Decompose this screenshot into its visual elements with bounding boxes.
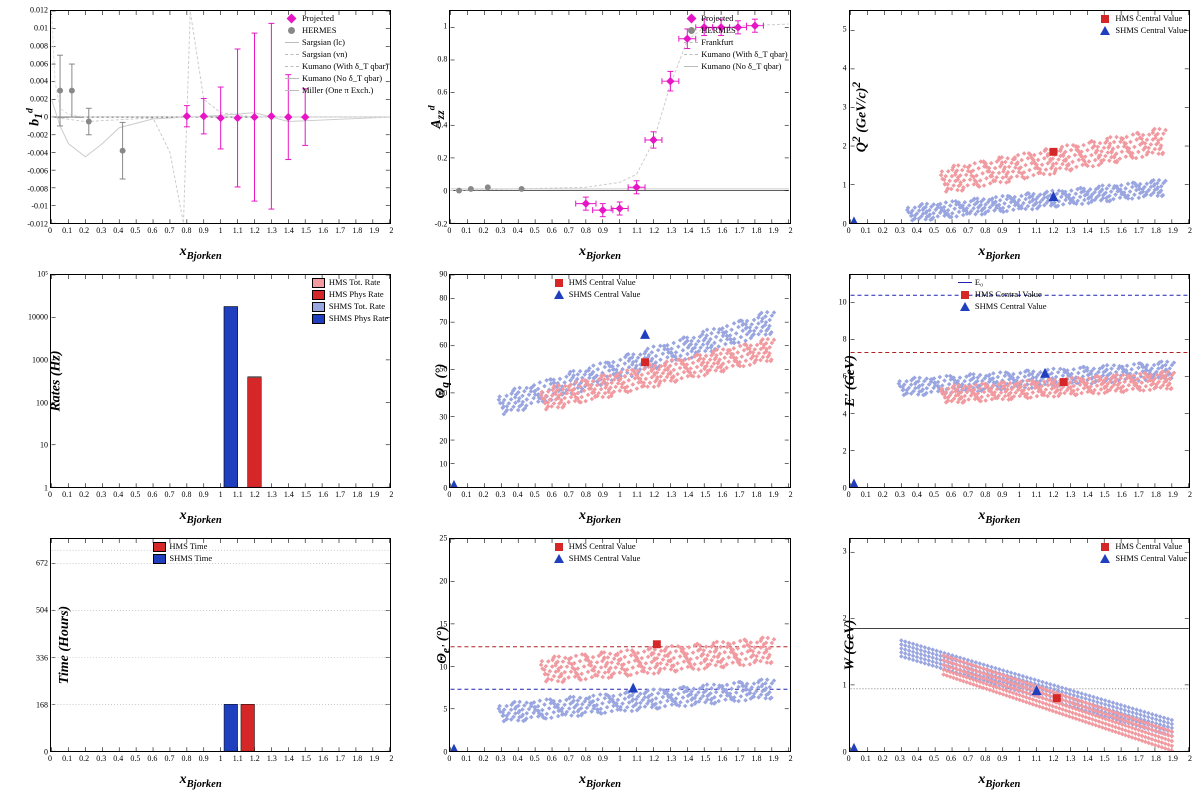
panel-q2: Q2 (GeV/c)2 00.10.20.30.40.50.60.70.80.9… bbox=[809, 10, 1190, 262]
panel-time: Time (Hours) 00.10.20.30.40.50.60.70.80.… bbox=[10, 538, 391, 790]
panel-azz: Azzd 00.10.20.30.40.50.60.70.80.911.11.2… bbox=[409, 10, 790, 262]
xlabel: xBjorken bbox=[409, 772, 790, 790]
xlabel: xBjorken bbox=[10, 772, 391, 790]
xlabel: xBjorken bbox=[409, 508, 790, 526]
xlabel: xBjorken bbox=[10, 508, 391, 526]
xlabel: xBjorken bbox=[409, 244, 790, 262]
panel-thetae: Θe' (°) 00.10.20.30.40.50.60.70.80.911.1… bbox=[409, 538, 790, 790]
xlabel: xBjorken bbox=[809, 244, 1190, 262]
panel-b1d: b1d 00.10.20.30.40.50.60.70.80.911.11.21… bbox=[10, 10, 391, 262]
panel-w: W (GeV) 00.10.20.30.40.50.60.70.80.911.1… bbox=[809, 538, 1190, 790]
xlabel: xBjorken bbox=[809, 508, 1190, 526]
legend-b1d: ProjectedHERMESSargsian (lc)Sargsian (vn… bbox=[285, 13, 388, 97]
legend-thetaq: HMS Central ValueSHMS Central Value bbox=[552, 277, 641, 301]
legend-q2: HMS Central ValueSHMS Central Value bbox=[1098, 13, 1187, 37]
xlabel: xBjorken bbox=[10, 244, 391, 262]
panel-thetaq: Θq (°) 00.10.20.30.40.50.60.70.80.911.11… bbox=[409, 274, 790, 526]
panel-grid: b1d 00.10.20.30.40.50.60.70.80.911.11.21… bbox=[10, 10, 1190, 790]
legend-time: HMS TimeSHMS Time bbox=[152, 541, 212, 565]
legend-rates: HMS Tot. RateHMS Phys RateSHMS Tot. Rate… bbox=[312, 277, 389, 325]
panel-rates: Rates (Hz) 00.10.20.30.40.50.60.70.80.91… bbox=[10, 274, 391, 526]
panel-eprime: E' (GeV) 00.10.20.30.40.50.60.70.80.911.… bbox=[809, 274, 1190, 526]
legend-azz: ProjectedHERMESFrankfurtKumano (With δ_T… bbox=[684, 13, 787, 73]
legend-thetae: HMS Central ValueSHMS Central Value bbox=[552, 541, 641, 565]
xlabel: xBjorken bbox=[809, 772, 1190, 790]
legend-w: HMS Central ValueSHMS Central Value bbox=[1098, 541, 1187, 565]
legend-eprime: E₀HMS Central ValueSHMS Central Value bbox=[958, 277, 1047, 313]
